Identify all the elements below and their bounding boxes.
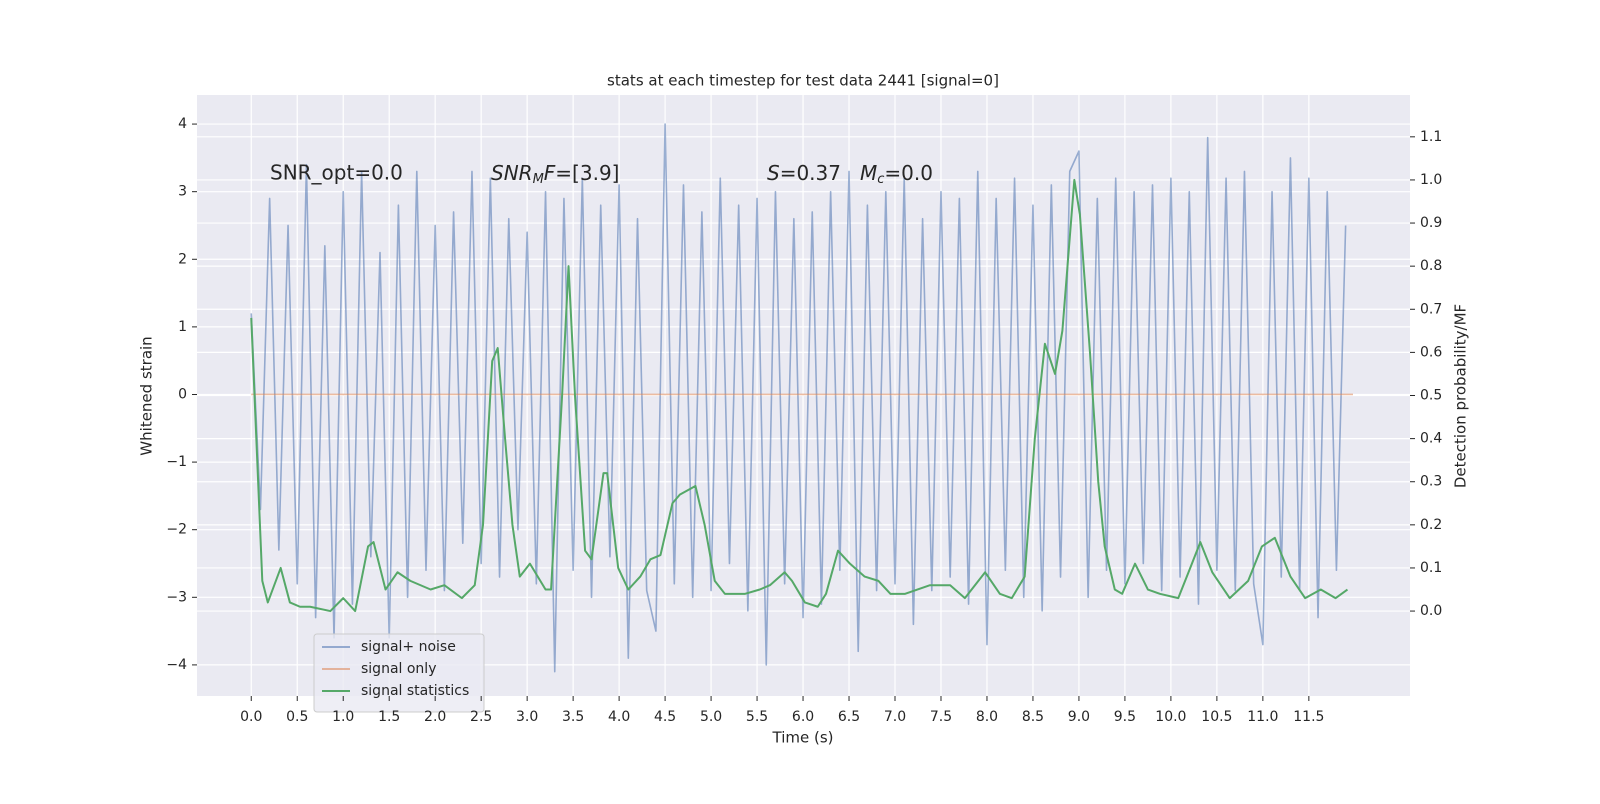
y2-tick-label: 1.0 bbox=[1420, 172, 1442, 188]
x-tick-label: 3.0 bbox=[516, 709, 538, 725]
y2-tick-label: 0.1 bbox=[1420, 560, 1442, 576]
series-line bbox=[250, 178, 1349, 613]
annotation-part: SNR bbox=[491, 161, 533, 185]
x-tick-label: 8.5 bbox=[1022, 709, 1044, 725]
y2-tick-label: 0.0 bbox=[1420, 603, 1442, 619]
y-axis-label: Whitened strain bbox=[138, 336, 156, 455]
annotation: Mc=0.0 bbox=[860, 161, 933, 187]
y-tick-label: 4 bbox=[178, 116, 187, 132]
x-tick-label: 10.0 bbox=[1155, 709, 1186, 725]
y-tick-label: 2 bbox=[178, 251, 187, 267]
x-tick-label: 11.5 bbox=[1293, 709, 1324, 725]
x-axis-label: Time (s) bbox=[772, 729, 834, 747]
annotation-part: =[3.9] bbox=[555, 161, 619, 185]
y-tick-label: −3 bbox=[166, 589, 187, 605]
x-tick-label: 5.5 bbox=[746, 709, 768, 725]
y2-tick-label: 0.2 bbox=[1420, 517, 1442, 533]
annotation-part: F bbox=[544, 161, 556, 185]
legend-box bbox=[313, 633, 485, 713]
annotation: SNR_opt=0.0 bbox=[270, 161, 403, 185]
y2-tick-label: 0.6 bbox=[1420, 344, 1442, 360]
x-tick-label: 3.5 bbox=[562, 709, 584, 725]
x-tick-label: 2.0 bbox=[424, 709, 446, 725]
annotation-part: M bbox=[860, 161, 877, 185]
y-tick-label: 0 bbox=[178, 386, 187, 402]
series-line bbox=[250, 123, 1347, 673]
y2-tick-label: 1.1 bbox=[1420, 129, 1442, 145]
y2-tick-label: 0.9 bbox=[1420, 215, 1442, 231]
legend-label: signal statistics bbox=[361, 683, 469, 699]
y2-tick-label: 0.3 bbox=[1420, 474, 1442, 490]
y-tick-label: 1 bbox=[178, 319, 187, 335]
y-tick-label: −2 bbox=[166, 522, 187, 538]
x-tick-label: 6.0 bbox=[792, 709, 814, 725]
x-tick-label: 1.0 bbox=[332, 709, 354, 725]
x-tick-label: 6.5 bbox=[838, 709, 860, 725]
x-tick-label: 11.0 bbox=[1247, 709, 1278, 725]
x-tick-label: 9.0 bbox=[1068, 709, 1090, 725]
annotation-part: M bbox=[533, 172, 544, 187]
x-tick-label: 8.0 bbox=[976, 709, 998, 725]
x-tick-label: 7.0 bbox=[884, 709, 906, 725]
y2-tick-label: 0.7 bbox=[1420, 301, 1442, 317]
legend-label: signal+ noise bbox=[361, 639, 456, 655]
annotation-part: =0.37 bbox=[780, 161, 841, 185]
legend-label: signal only bbox=[361, 661, 436, 677]
x-tick-label: 4.5 bbox=[654, 709, 676, 725]
annotation-part: =0.0 bbox=[884, 161, 933, 185]
x-tick-label: 7.5 bbox=[930, 709, 952, 725]
y-tick-label: 3 bbox=[178, 184, 187, 200]
y2-tick-label: 0.5 bbox=[1420, 388, 1442, 404]
chart-title: stats at each timestep for test data 244… bbox=[607, 72, 999, 90]
annotation-part: c bbox=[877, 172, 884, 187]
x-tick-label: 4.0 bbox=[608, 709, 630, 725]
y2-tick-label: 0.4 bbox=[1420, 431, 1442, 447]
y2-axis-label: Detection probability/MF bbox=[1452, 304, 1470, 488]
y-tick-label: −4 bbox=[166, 657, 187, 673]
x-tick-label: 1.5 bbox=[378, 709, 400, 725]
x-tick-label: 9.5 bbox=[1114, 709, 1136, 725]
y-tick-label: −1 bbox=[166, 454, 187, 470]
x-tick-label: 0.0 bbox=[240, 709, 262, 725]
x-tick-label: 0.5 bbox=[286, 709, 308, 725]
x-tick-label: 10.5 bbox=[1201, 709, 1232, 725]
annotation: SNRMF=[3.9] bbox=[491, 161, 619, 187]
y2-tick-label: 0.8 bbox=[1420, 258, 1442, 274]
annotation-part: S bbox=[767, 161, 780, 185]
annotation: S=0.37 bbox=[767, 161, 841, 185]
x-tick-label: 2.5 bbox=[470, 709, 492, 725]
x-tick-label: 5.0 bbox=[700, 709, 722, 725]
